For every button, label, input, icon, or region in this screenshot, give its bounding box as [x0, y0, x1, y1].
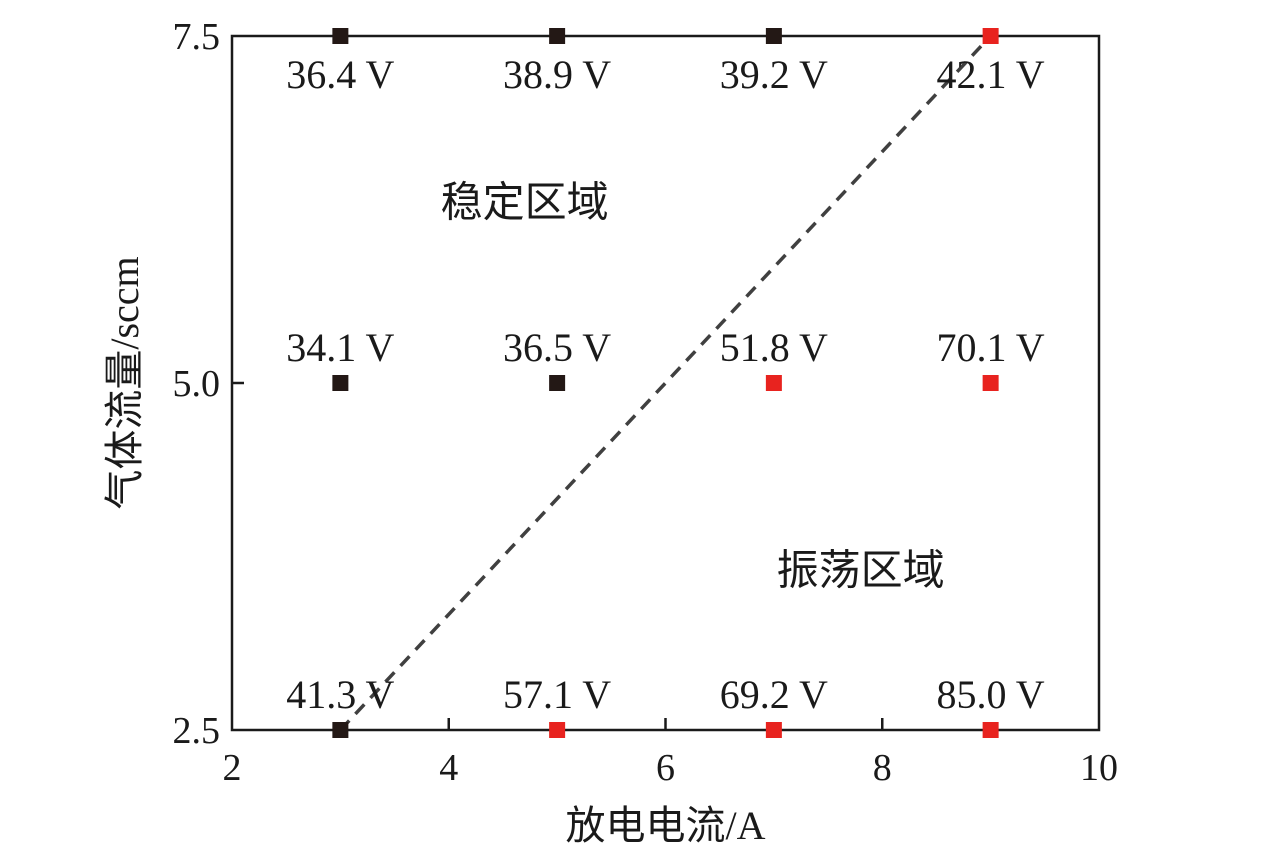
- data-point-oscillating: [982, 722, 999, 738]
- data-label: 39.2 V: [720, 52, 828, 97]
- x-tick-label: 8: [873, 747, 892, 789]
- data-point-oscillating: [765, 375, 782, 391]
- region-label-oscillating: 振荡区域: [777, 548, 945, 594]
- region-label-stable: 稳定区域: [441, 179, 609, 226]
- data-point-stable: [549, 375, 566, 391]
- data-label: 70.1 V: [937, 325, 1045, 370]
- data-point-oscillating: [765, 722, 782, 738]
- x-axis-title: 放电电流/A: [566, 803, 766, 848]
- tick-layer: 2 4 6 8 10 2.5 5.0 7.5: [173, 16, 1119, 789]
- data-point-stable: [549, 28, 566, 44]
- data-label: 41.3 V: [286, 672, 394, 717]
- data-label: 69.2 V: [720, 672, 828, 717]
- data-point-stable: [332, 28, 349, 44]
- y-tick-label: 7.5: [173, 16, 221, 58]
- x-tick-label: 6: [656, 747, 675, 789]
- boundary-dashed-line: [339, 34, 992, 732]
- data-label: 36.5 V: [503, 325, 611, 370]
- data-label: 57.1 V: [503, 672, 611, 717]
- data-point-stable: [765, 28, 782, 44]
- y-tick-label: 2.5: [173, 710, 221, 752]
- point-layer: [332, 28, 999, 738]
- x-tick-label: 4: [439, 747, 458, 789]
- data-point-oscillating: [549, 722, 566, 738]
- data-label: 42.1 V: [937, 52, 1045, 97]
- label-layer: 36.4 V 38.9 V 39.2 V 42.1 V 34.1 V 36.5 V 51.8…: [286, 52, 1045, 717]
- data-label: 51.8 V: [720, 325, 828, 370]
- data-point-oscillating: [982, 28, 999, 44]
- x-tick-label: 2: [223, 747, 242, 789]
- data-point-oscillating: [982, 375, 999, 391]
- y-tick-label: 5.0: [173, 363, 221, 405]
- y-axis-title: 气体流量/sccm: [102, 256, 147, 509]
- data-label: 34.1 V: [286, 325, 394, 370]
- data-label: 36.4 V: [286, 52, 394, 97]
- boundary-layer: [339, 34, 992, 732]
- data-point-stable: [332, 375, 349, 391]
- x-tick-label: 10: [1080, 747, 1118, 789]
- data-label: 38.9 V: [503, 52, 611, 97]
- data-label: 85.0 V: [937, 672, 1045, 717]
- data-point-stable: [332, 722, 349, 738]
- plot-frame: [230, 34, 1101, 732]
